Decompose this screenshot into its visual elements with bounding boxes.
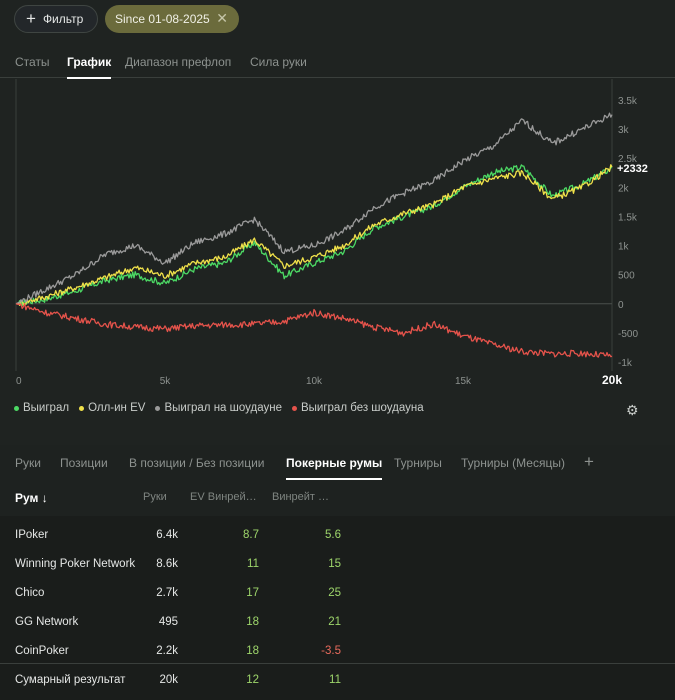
cell-ev: 12 bbox=[246, 674, 259, 686]
cell-ev: 11 bbox=[247, 558, 259, 570]
legend-dot bbox=[79, 405, 85, 411]
y-tick-label: 1k bbox=[618, 242, 630, 253]
bottom-panel: Руки Позиции В позиции / Без позиции Пок… bbox=[0, 445, 675, 700]
y-tick-label: -1k bbox=[618, 358, 633, 369]
tab-hands[interactable]: Руки bbox=[15, 456, 41, 470]
cell-ev: 17 bbox=[246, 587, 259, 599]
legend-label: Выиграл без шоудауна bbox=[300, 402, 424, 414]
cell-room: IPoker bbox=[15, 529, 49, 541]
legend-item-allin-ev[interactable]: Олл-ин EV bbox=[79, 402, 145, 414]
y-tick-label: 2.5k bbox=[618, 154, 638, 165]
cell-ev: 18 bbox=[246, 616, 259, 628]
x-tick-label: 15k bbox=[455, 376, 472, 387]
x-tick-label: 20k bbox=[602, 373, 622, 387]
top-tabs: Статы График Диапазон префлоп Сила руки bbox=[0, 50, 675, 79]
cell-winrate: 25 bbox=[328, 587, 341, 599]
x-tick-label: 0 bbox=[16, 376, 22, 387]
table-row[interactable]: CoinPoker 2.2k 18 -3.5 bbox=[0, 637, 675, 666]
chart-legend: Выиграл Олл-ин EV Выиграл на шоудауне Вы… bbox=[14, 402, 424, 414]
y-tick-label: 1.5k bbox=[618, 212, 638, 223]
table-row[interactable]: Chico 2.7k 17 25 bbox=[0, 579, 675, 608]
cell-winrate: 15 bbox=[328, 558, 341, 570]
cell-ev: 8.7 bbox=[243, 529, 259, 541]
cell-hands: 20k bbox=[159, 674, 178, 686]
cell-hands: 2.7k bbox=[156, 587, 178, 599]
tab-graph[interactable]: График bbox=[67, 55, 112, 79]
x-tick-label: 10k bbox=[306, 376, 323, 387]
legend-label: Олл-ин EV bbox=[88, 402, 146, 414]
bottom-tabs: Руки Позиции В позиции / Без позиции Пок… bbox=[0, 445, 675, 483]
total-row: Сумарный результат 20k 12 11 bbox=[0, 666, 675, 695]
cell-winrate: 5.6 bbox=[325, 529, 341, 541]
tab-hand-strength[interactable]: Сила руки bbox=[250, 55, 307, 69]
add-tab-button[interactable]: + bbox=[584, 452, 594, 471]
chart-area: 3.5k 3k 2.5k 2k 1.5k 1k 500 0 -500 -1k 0 5k 10k 15k 20… bbox=[0, 79, 675, 445]
legend-dot bbox=[14, 405, 19, 411]
column-room[interactable]: Рум ↓ bbox=[15, 491, 48, 505]
date-filter-chip[interactable]: Since 01-08-2025 ✕ bbox=[105, 5, 239, 33]
table-row[interactable]: GG Network 495 18 21 bbox=[0, 608, 675, 637]
tab-tournaments-months[interactable]: Турниры (Месяцы) bbox=[461, 456, 565, 470]
table-row[interactable]: Winning Poker Network 8.6k 11 15 bbox=[0, 550, 675, 579]
column-hands[interactable]: Руки bbox=[143, 491, 167, 503]
series-line-0 bbox=[15, 164, 613, 307]
gear-icon[interactable]: ⚙ bbox=[626, 402, 639, 418]
cell-room: GG Network bbox=[15, 616, 79, 628]
legend-item-non-showdown[interactable]: Выиграл без шоудауна bbox=[291, 402, 424, 414]
tab-poker-rooms[interactable]: Покерные румы bbox=[286, 456, 383, 480]
legend-label: Выиграл на шоудауне bbox=[164, 402, 282, 414]
series-line-1 bbox=[15, 164, 613, 306]
cell-hands: 6.4k bbox=[156, 529, 178, 541]
y-tick-label: 0 bbox=[618, 300, 624, 311]
tab-preflop-range[interactable]: Диапазон префлоп bbox=[125, 55, 232, 69]
y-tick-label: -500 bbox=[618, 329, 638, 340]
cell-winrate: -3.5 bbox=[321, 645, 341, 657]
cell-room: CoinPoker bbox=[15, 645, 69, 657]
y-tick-label: 500 bbox=[618, 271, 635, 282]
cell-room: Chico bbox=[15, 587, 45, 599]
tab-stats[interactable]: Статы bbox=[15, 55, 50, 69]
tab-in-out-position[interactable]: В позиции / Без позиции bbox=[129, 456, 265, 470]
x-tick-label: 5k bbox=[160, 376, 172, 387]
column-ev-winrate[interactable]: EV Винрей… bbox=[190, 491, 257, 503]
cell-hands: 495 bbox=[158, 616, 178, 628]
cell-winrate: 11 bbox=[329, 674, 341, 686]
table-row[interactable]: IPoker 6.4k 8.7 5.6 bbox=[0, 521, 675, 550]
tab-tournaments[interactable]: Турниры bbox=[394, 456, 442, 470]
series-line-3 bbox=[15, 303, 613, 358]
cell-room: Winning Poker Network bbox=[15, 558, 136, 570]
legend-dot bbox=[155, 405, 161, 411]
legend-item-showdown[interactable]: Выиграл на шоудауне bbox=[155, 402, 282, 414]
legend-dot bbox=[291, 405, 297, 411]
y-tick-label: 2k bbox=[618, 183, 630, 194]
filter-bar: + Фильтр Since 01-08-2025 ✕ bbox=[0, 0, 675, 38]
cell-winrate: 21 bbox=[328, 616, 341, 628]
series-line-2 bbox=[15, 112, 613, 305]
cell-hands: 8.6k bbox=[156, 558, 178, 570]
profit-chart: 3.5k 3k 2.5k 2k 1.5k 1k 500 0 -500 -1k 0 5k 10k 15k 20… bbox=[15, 79, 648, 387]
total-divider bbox=[0, 663, 675, 664]
cell-room: Сумарный результат bbox=[15, 674, 126, 686]
legend-label: Выиграл bbox=[23, 402, 70, 414]
cell-hands: 2.2k bbox=[156, 645, 178, 657]
plus-icon: + bbox=[26, 9, 36, 28]
filter-button-label: Фильтр bbox=[42, 12, 84, 26]
tab-positions[interactable]: Позиции bbox=[60, 456, 108, 470]
column-winrate[interactable]: Винрейт … bbox=[272, 491, 330, 503]
legend-item-won[interactable]: Выиграл bbox=[14, 402, 69, 414]
y-tick-label: 3.5k bbox=[618, 96, 638, 107]
filter-button[interactable]: + Фильтр bbox=[14, 5, 98, 33]
close-icon[interactable]: ✕ bbox=[216, 10, 228, 26]
cell-ev: 18 bbox=[246, 645, 259, 657]
end-value-label: +2332 bbox=[617, 163, 648, 175]
table-header: Рум ↓ Руки EV Винрей… Винрейт … bbox=[0, 483, 675, 516]
date-filter-chip-label: Since 01-08-2025 bbox=[115, 12, 210, 26]
y-tick-label: 3k bbox=[618, 125, 630, 136]
